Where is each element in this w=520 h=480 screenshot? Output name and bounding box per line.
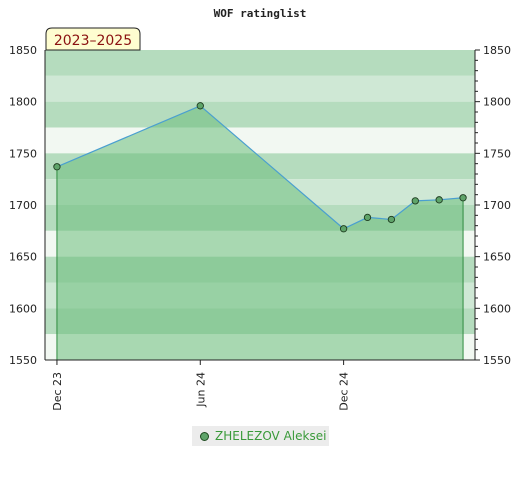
drop-lines xyxy=(56,166,464,360)
y-tick-label-right: 1800 xyxy=(483,96,511,109)
y-tick-label-left: 1600 xyxy=(9,302,37,315)
data-point-3 xyxy=(363,213,372,222)
chart-title: WOF ratinglist xyxy=(214,7,307,20)
x-tick-label: Dec 24 xyxy=(338,372,351,411)
y-axis-left: 1550 1600 1650 1700 1750 1800 1850 xyxy=(9,44,46,367)
rating-area-fill xyxy=(56,105,464,360)
y-tick-label-right: 1700 xyxy=(483,199,511,212)
band-1 xyxy=(45,75,475,102)
legend: ZHELEZOV Aleksei xyxy=(192,426,329,446)
y-tick-label-right: 1850 xyxy=(483,44,511,57)
data-point-5 xyxy=(411,197,419,205)
data-point-4 xyxy=(387,215,396,224)
y-tick-label-left: 1700 xyxy=(9,199,37,212)
data-point-6 xyxy=(435,196,443,204)
y-tick-label-right: 1750 xyxy=(483,147,511,160)
y-tick-label-left: 1650 xyxy=(9,251,37,264)
x-tick-label: Jun 24 xyxy=(194,372,207,408)
y-tick-label-right: 1600 xyxy=(483,302,511,315)
x-tick-label: Dec 23 xyxy=(51,372,64,411)
y-tick-label-right: 1550 xyxy=(483,354,511,367)
data-point-7 xyxy=(459,194,467,202)
period-badge: 2023–2025 xyxy=(45,27,141,51)
y-tick-label-left: 1750 xyxy=(9,147,37,160)
x-axis: Dec 23 Jun 24 Dec 24 xyxy=(45,359,475,411)
band-0 xyxy=(45,50,475,76)
legend-series-name: ZHELEZOV Aleksei xyxy=(215,429,327,443)
y-axis-right: 1550 1600 1650 1700 1750 1800 1850 xyxy=(474,44,511,367)
rating-line xyxy=(56,105,464,230)
y-tick-label-left: 1550 xyxy=(9,354,37,367)
y-tick-label-right: 1650 xyxy=(483,251,511,264)
data-point-1 xyxy=(196,102,204,110)
data-markers xyxy=(53,102,467,233)
data-point-0 xyxy=(53,163,61,171)
y-tick-label-left: 1850 xyxy=(9,44,37,57)
period-badge-label: 2023–2025 xyxy=(54,33,132,49)
y-tick-label-left: 1800 xyxy=(9,96,37,109)
data-point-2 xyxy=(339,225,348,233)
band-2 xyxy=(45,101,475,128)
legend-marker-icon xyxy=(200,431,209,441)
